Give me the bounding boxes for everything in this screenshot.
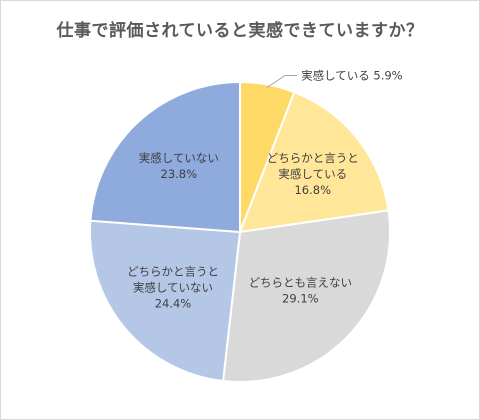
slice-label-2: どちらかと言うと [267,151,359,165]
slice-label-5: 23.8% [161,167,198,181]
slice-label-3: 29.1% [282,291,319,305]
slice-label-4: 24.4% [155,296,192,310]
slice-label-4: 実感していない [133,280,213,294]
label-leader-line [266,75,298,88]
slice-label-4: どちらかと言うと [127,264,219,278]
slice-label-2: 16.8% [294,183,331,197]
pie-slice-2 [238,90,390,234]
pie-slice-4 [89,219,242,383]
pie-slice-5 [89,80,241,234]
slice-label-3: どちらとも言えない [249,275,353,289]
slice-label-1: 実感している 5.9% [301,69,403,83]
slice-label-5: 実感していない [139,151,219,165]
pie-slice-3 [221,209,391,383]
chart-title: 仕事で評価されていると実感できていますか？ [56,21,424,41]
slice-label-2: 実感している [278,167,347,181]
